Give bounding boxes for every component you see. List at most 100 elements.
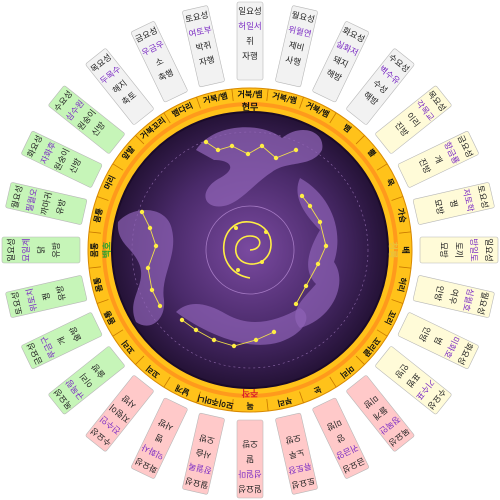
card-text-line: 일요성 bbox=[238, 7, 261, 17]
card-text-line: 여토부 bbox=[188, 24, 213, 40]
ring-divider bbox=[196, 391, 201, 404]
ring-divider bbox=[399, 231, 412, 234]
card-text-line: 토끼 bbox=[453, 242, 463, 258]
card-text-line: 자행 bbox=[198, 54, 216, 68]
ring-divider bbox=[266, 88, 269, 101]
ring-divider bbox=[88, 266, 101, 269]
card-box bbox=[397, 131, 479, 188]
card-text-line: 자행 bbox=[242, 51, 258, 62]
card-text-line: 장월록 bbox=[187, 460, 212, 476]
svg-text:현무: 현무 bbox=[242, 101, 259, 113]
card-text-line: 범 bbox=[431, 335, 444, 347]
west-mansion-card: 토요성 위토치 꿩 유방 bbox=[5, 275, 88, 318]
ring-divider bbox=[399, 266, 412, 269]
east-ring-label: 가슴 bbox=[396, 207, 409, 224]
pole-circle bbox=[205, 205, 295, 295]
card-box bbox=[236, 419, 264, 499]
ring-divider bbox=[329, 376, 337, 388]
ring-divider bbox=[112, 163, 124, 171]
card-box bbox=[1, 236, 81, 264]
west-mansion-card: 일요성 묘일계 닭 유방 bbox=[1, 236, 81, 264]
card-text-line: 오방 bbox=[284, 432, 302, 446]
card-text-line: 소 bbox=[154, 56, 166, 68]
svg-text:거북/뱀: 거북/뱀 bbox=[237, 89, 262, 99]
card-box bbox=[131, 397, 188, 479]
card-text-line: 꿩 bbox=[40, 291, 52, 301]
ring-divider bbox=[299, 391, 304, 404]
svg-text:허리: 허리 bbox=[396, 276, 409, 293]
svg-text:목: 목 bbox=[384, 177, 396, 188]
svg-text:몸통: 몸통 bbox=[89, 242, 99, 257]
card-text-line: 월요성 bbox=[475, 290, 491, 315]
ring-divider bbox=[88, 231, 101, 234]
west-tiger-figure bbox=[117, 210, 174, 326]
card-text-line: 월요성 bbox=[184, 475, 209, 491]
card-text-line: 닭 bbox=[36, 246, 47, 254]
ring-divider bbox=[135, 135, 145, 145]
card-text-line: 묘방 bbox=[432, 198, 446, 216]
ring-divider bbox=[96, 299, 109, 304]
card-text-line: 까마귀 bbox=[39, 191, 55, 216]
ring-divider bbox=[299, 96, 304, 109]
card-text-line: 허일서 bbox=[238, 22, 261, 32]
ring-divider bbox=[163, 112, 171, 124]
ring-divider bbox=[391, 299, 404, 304]
ring-divider bbox=[355, 135, 365, 145]
card-box bbox=[21, 312, 103, 369]
card-text-line: 박쥐 bbox=[195, 40, 213, 54]
card-text-line: 류토장 bbox=[287, 460, 312, 476]
east-ring-label: 목 bbox=[384, 177, 396, 188]
card-text-line: 일요성 bbox=[7, 238, 17, 261]
west-ring-label: 몸통 bbox=[91, 206, 104, 223]
svg-text:몸통: 몸통 bbox=[91, 206, 104, 223]
ring-divider bbox=[112, 329, 124, 337]
south-guardian-label: 주작 bbox=[241, 387, 258, 398]
card-text-line: 유방 bbox=[51, 242, 62, 258]
svg-text:몸통: 몸통 bbox=[91, 276, 104, 293]
card-text-line: 유방 bbox=[54, 198, 68, 216]
south-ring-label: 눈 bbox=[312, 384, 323, 396]
card-text-line: 묘방 bbox=[438, 242, 449, 258]
card-text-line: 성일마 bbox=[238, 468, 262, 478]
ring-divider bbox=[96, 196, 109, 201]
card-text-line: 개 bbox=[55, 335, 68, 347]
west-guardian-label: 백호 bbox=[101, 241, 113, 258]
card-box bbox=[412, 275, 495, 318]
card-box bbox=[375, 85, 452, 154]
ring-divider bbox=[163, 376, 171, 388]
sky-artwork bbox=[117, 127, 369, 369]
south-bird-figure bbox=[176, 303, 307, 345]
constellation-lines bbox=[141, 141, 327, 347]
card-text-line: 양 bbox=[334, 431, 346, 444]
card-text-line: 심월호 bbox=[460, 287, 476, 312]
west-mansion-card: 월요성 필월오 까마귀 유방 bbox=[5, 182, 88, 225]
card-box bbox=[182, 412, 225, 495]
south-ring-label: 목 bbox=[246, 401, 254, 410]
card-text-line: 말 bbox=[246, 453, 254, 464]
east-guardian-label: 청룡 bbox=[387, 242, 399, 259]
card-box bbox=[5, 275, 88, 318]
card-box bbox=[85, 48, 154, 125]
card-text-line: 일요성 bbox=[483, 238, 493, 261]
card-box bbox=[275, 5, 318, 88]
